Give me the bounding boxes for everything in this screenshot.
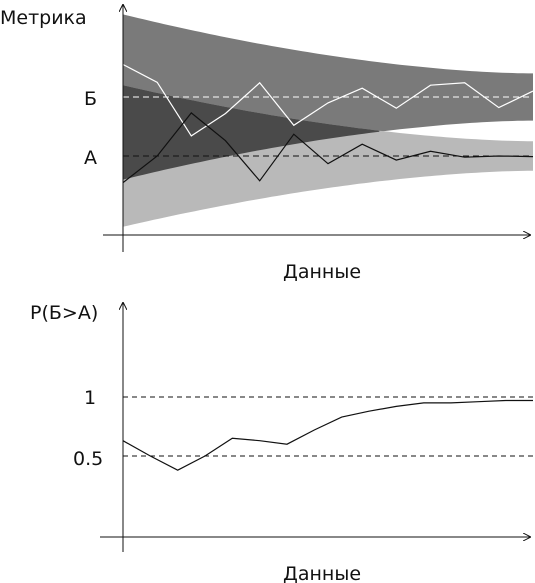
top-y-axis-label: Метрика: [0, 7, 87, 29]
top-y-tick-label-a: А: [84, 147, 97, 169]
bottom-y-tick-label-1: 1: [84, 387, 96, 409]
bottom-x-axis-label: Данные: [283, 563, 361, 583]
bottom-y-axis-label: P(Б>А): [30, 302, 98, 324]
top-x-axis-label: Данные: [283, 261, 361, 283]
probability-line: [122, 399, 533, 471]
bottom-chart: P(Б>А) 1 0.5 Данные: [30, 302, 533, 583]
series-b-line: [122, 63, 534, 137]
top-y-tick-label-b: Б: [84, 88, 97, 110]
bottom-y-tick-label-0-5: 0.5: [73, 448, 103, 470]
series-a-line: [122, 112, 534, 184]
top-chart: Метрика Б А Данные: [0, 5, 534, 283]
